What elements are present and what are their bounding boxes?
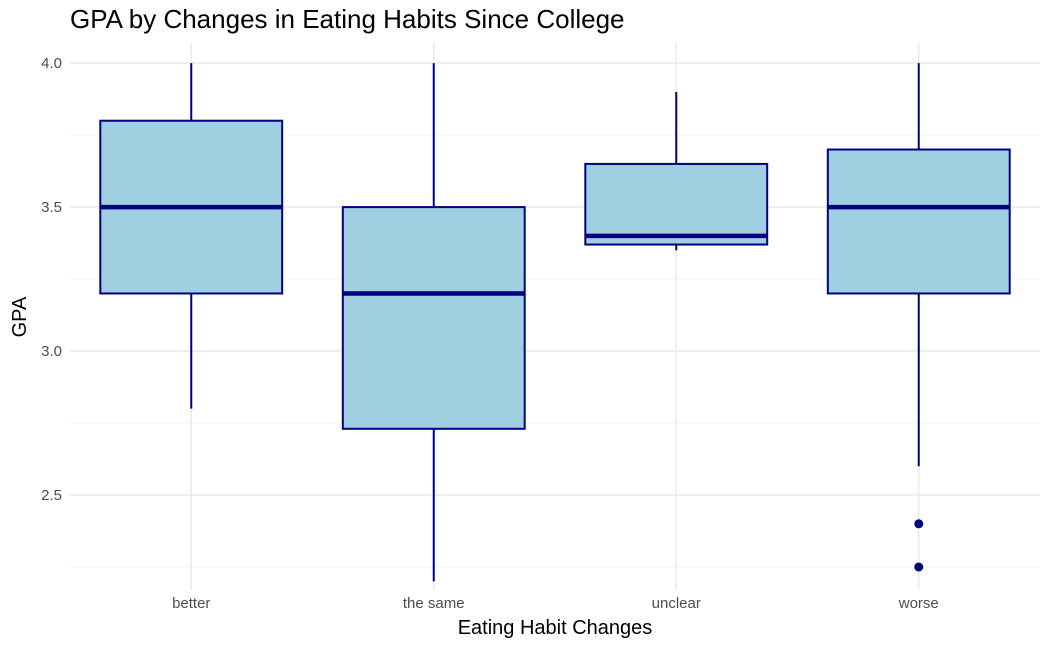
x-tick-label: better [172,595,210,612]
y-tick-label: 3.5 [41,199,62,216]
chart-title: GPA by Changes in Eating Habits Since Co… [70,4,625,34]
x-tick-label: the same [403,595,465,612]
outlier-point [914,519,924,529]
box-worse [826,63,1011,572]
box-series [99,63,1011,582]
x-axis-title: Eating Habit Changes [458,617,653,639]
y-tick-label: 2.5 [41,487,62,504]
x-tick-label: unclear [652,595,701,612]
iqr-box [826,148,1011,295]
iqr-box [341,206,526,430]
y-axis-title: GPA [9,296,31,337]
y-tick-label: 3.0 [41,343,62,360]
outlier-point [914,562,924,572]
box-better [99,63,284,409]
box-unclear [584,91,769,251]
y-axis-ticks: 2.5 3.0 3.5 4.0 [41,55,62,504]
y-tick-label: 4.0 [41,55,62,72]
x-tick-label: worse [898,595,939,612]
box-the-same [341,63,526,582]
x-axis-ticks: better the same unclear worse [172,595,939,612]
iqr-box [584,162,769,246]
